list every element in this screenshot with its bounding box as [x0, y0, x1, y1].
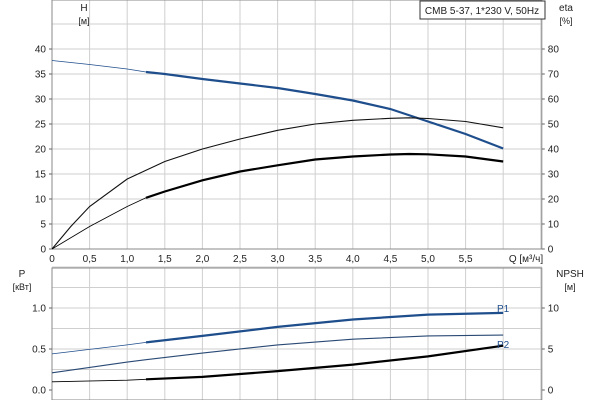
y-tick-right: 50 — [548, 120, 560, 131]
curve-0-line-thin — [51, 60, 147, 73]
x-tick: 2,0 — [195, 254, 209, 265]
top-right-axis-unit: [%] — [559, 16, 572, 26]
y-tick-right: 5 — [548, 345, 554, 356]
y-tick-left: 0.0 — [32, 386, 46, 397]
x-tick: 1,0 — [120, 254, 134, 265]
x-tick: 3,0 — [271, 254, 285, 265]
y-tick-right: 0 — [548, 245, 554, 256]
x-tick: 4,0 — [346, 254, 360, 265]
y-tick-left: 0 — [40, 245, 46, 256]
p1-annotation: P1 — [497, 304, 510, 315]
y-tick-left: 20 — [35, 145, 47, 156]
y-tick-left: 15 — [35, 170, 47, 181]
x-axis-label: Q [м³/ч] — [509, 254, 544, 265]
y-tick-right: 0 — [548, 386, 554, 397]
x-tick: 5,0 — [421, 254, 435, 265]
y-tick-left: 0.5 — [32, 345, 46, 356]
x-tick: 5,5 — [459, 254, 473, 265]
title-box — [419, 0, 546, 20]
curve-2-line — [145, 152, 504, 199]
y-tick-left: 1.0 — [32, 304, 46, 315]
curve-2-line-thin — [51, 197, 147, 250]
bottom-left-axis-unit: [кВт] — [13, 282, 32, 292]
y-tick-right: 10 — [548, 220, 560, 231]
x-tick: 1,5 — [158, 254, 172, 265]
y-tick-right: 30 — [548, 170, 560, 181]
y-tick-left: 35 — [35, 70, 47, 81]
y-tick-right: 20 — [548, 195, 560, 206]
chart-title: CMB 5-37, 1*230 V, 50Hz — [425, 6, 539, 17]
p1-line-thin — [51, 342, 147, 355]
y-tick-left: 40 — [35, 45, 47, 56]
y-tick-right: 40 — [548, 145, 560, 156]
bottom-right-axis-label: NPSH — [556, 269, 584, 280]
x-tick: 0 — [49, 254, 55, 265]
bottom-right-axis-unit: [м] — [564, 282, 575, 292]
curve-2-line — [145, 344, 504, 381]
y-tick-left: 5 — [40, 220, 46, 231]
x-tick: 4,5 — [383, 254, 397, 265]
curves — [51, 60, 504, 383]
plot-frame — [51, 267, 543, 400]
p2-annotation: P2 — [497, 340, 510, 351]
y-tick-left: 25 — [35, 120, 47, 131]
y-tick-left: 30 — [35, 95, 47, 106]
top-chart-grid — [51, 0, 543, 250]
y-tick-right: 80 — [548, 45, 560, 56]
y-tick-left: 10 — [35, 195, 47, 206]
y-tick-right: 70 — [548, 70, 560, 81]
top-left-axis-unit: [м] — [78, 16, 89, 26]
y-tick-right: 10 — [548, 304, 560, 315]
x-tick: 2,5 — [233, 254, 247, 265]
x-tick: 0,5 — [83, 254, 97, 265]
curve-2-line-thin — [51, 378, 147, 383]
p1-line — [145, 311, 504, 344]
top-left-axis-label: H — [80, 3, 87, 14]
p2-line — [51, 334, 504, 374]
x-tick: 3,5 — [308, 254, 322, 265]
bottom-left-axis-label: P — [19, 269, 26, 280]
curve-1-line — [51, 117, 504, 250]
top-right-axis-label: eta — [559, 3, 573, 14]
curve-0-line — [145, 70, 504, 150]
y-tick-right: 60 — [548, 95, 560, 106]
